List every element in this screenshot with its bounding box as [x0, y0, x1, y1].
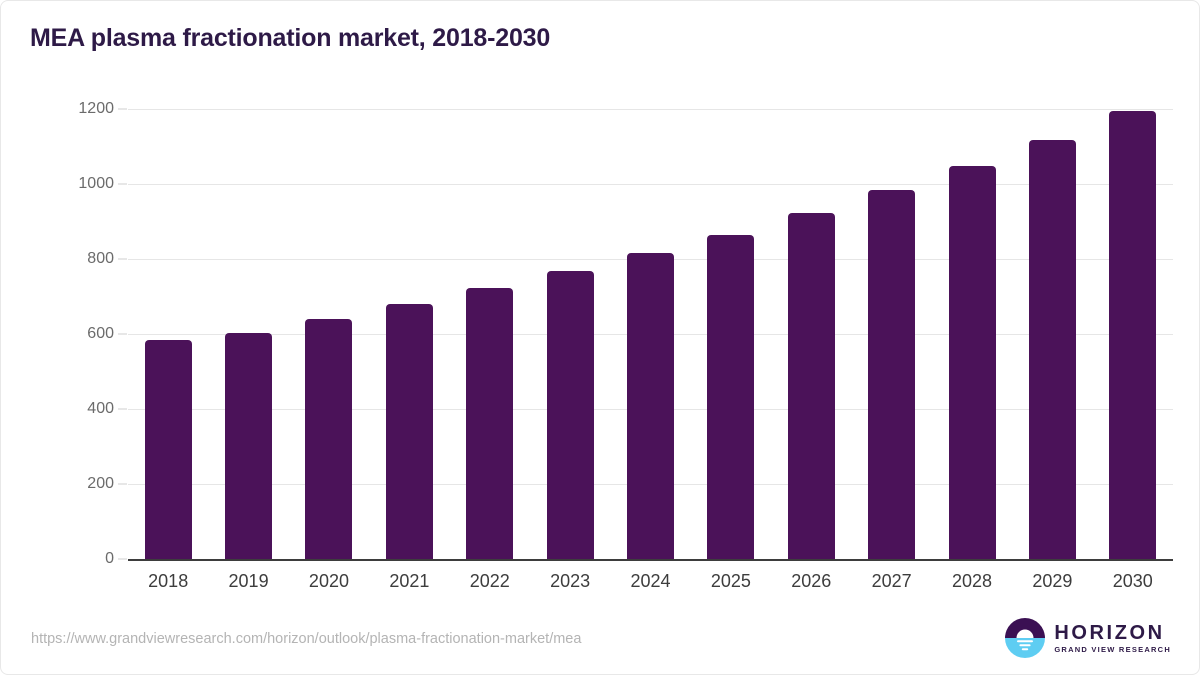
bar[interactable]	[144, 340, 192, 559]
x-axis-tick-label: 2024	[630, 571, 671, 591]
gridline	[128, 109, 1173, 110]
x-axis-tick-label: 2022	[469, 571, 510, 591]
y-axis-tick-mark	[118, 408, 127, 410]
x-axis-tick-label: 2025	[710, 571, 751, 591]
y-axis-tick-mark	[118, 258, 127, 260]
y-axis-tick-label: 1000	[78, 175, 114, 192]
x-axis-tick-label: 2029	[1032, 571, 1073, 591]
plot-area	[128, 109, 1173, 559]
y-axis-tick-label: 1200	[78, 100, 114, 117]
y-axis-tick-label: 800	[87, 250, 114, 267]
logo-tagline: GRAND VIEW RESEARCH	[1054, 644, 1171, 654]
logo-text: HORIZON GRAND VIEW RESEARCH	[1054, 623, 1171, 654]
y-axis-tick-mark	[118, 558, 127, 560]
y-axis-tick-label: 600	[87, 325, 114, 342]
y-axis-tick-mark	[118, 183, 127, 185]
page-title: MEA plasma fractionation market, 2018-20…	[30, 24, 551, 52]
gridline	[128, 184, 1173, 185]
x-axis-tick-label: 2027	[871, 571, 912, 591]
bar[interactable]	[627, 253, 674, 559]
horizon-logo-icon	[1005, 618, 1046, 658]
x-axis-tick-label: 2028	[952, 571, 993, 591]
bar[interactable]	[948, 166, 996, 559]
y-axis-tick-label: 400	[87, 400, 114, 417]
y-axis-tick-mark	[118, 108, 127, 110]
brand-logo: HORIZON GRAND VIEW RESEARCH	[1005, 618, 1171, 658]
bar[interactable]	[787, 212, 835, 559]
bar[interactable]	[385, 303, 433, 559]
logo-wordmark: HORIZON	[1054, 621, 1165, 644]
x-axis-tick-label: 2023	[550, 571, 591, 591]
y-axis-tick-labels: 0 200 400 600 800 1000 1200	[1, 1, 114, 674]
y-axis-tick-mark	[118, 483, 127, 485]
bar[interactable]	[1109, 110, 1157, 559]
x-axis-tick-label: 2026	[791, 571, 832, 591]
bar[interactable]	[546, 271, 594, 559]
x-axis-tick-label: 2020	[308, 571, 349, 591]
bar[interactable]	[225, 332, 273, 559]
bar[interactable]	[305, 318, 353, 559]
source-url[interactable]: https://www.grandviewresearch.com/horizo…	[31, 631, 582, 647]
y-axis-tick-label: 200	[87, 475, 114, 492]
x-axis-tick-label: 2019	[228, 571, 269, 591]
x-axis-tick-label: 2021	[389, 571, 430, 591]
bar[interactable]	[707, 235, 755, 559]
x-axis-line	[128, 559, 1173, 561]
x-axis-tick-label: 2030	[1112, 571, 1153, 591]
bar[interactable]	[868, 190, 916, 559]
y-axis-tick-mark	[118, 333, 127, 335]
bar[interactable]	[466, 287, 514, 559]
x-axis-tick-label: 2018	[148, 571, 189, 591]
y-axis-tick-label: 0	[105, 550, 114, 567]
bar[interactable]	[1028, 140, 1076, 559]
